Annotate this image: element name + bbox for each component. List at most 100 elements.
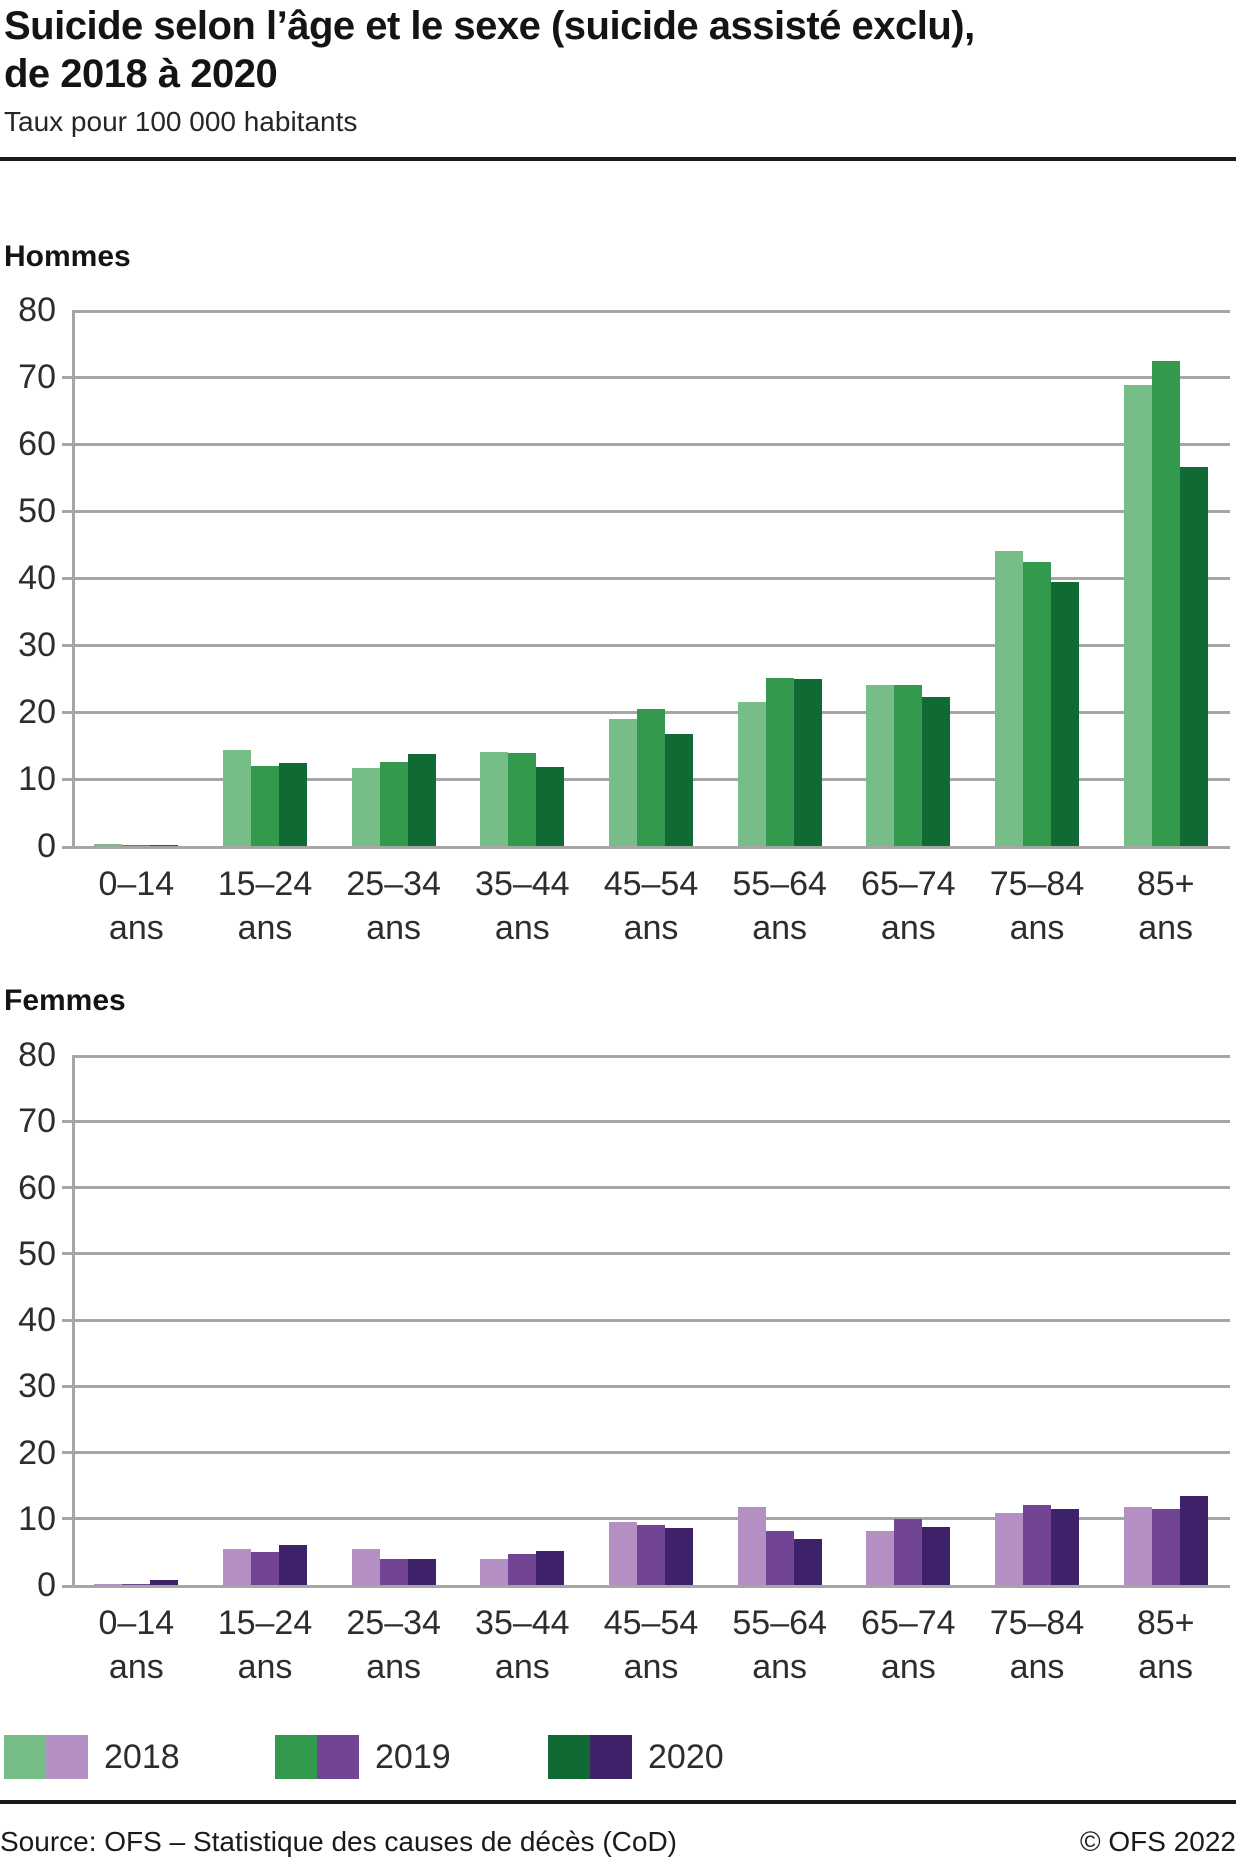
bar-2019-15–24 bbox=[251, 765, 279, 846]
y-axis-label-60: 60 bbox=[18, 1168, 56, 1207]
bar-2020-25–34 bbox=[407, 753, 436, 846]
top-divider bbox=[0, 157, 1236, 161]
bar-2018-15–24 bbox=[223, 1548, 251, 1585]
gridline-60 bbox=[62, 1186, 1230, 1189]
footer-source: Source: OFS – Statistique des causes de … bbox=[0, 1826, 677, 1857]
category-label-65–74: 65–74 ans bbox=[861, 865, 956, 947]
gridline-40 bbox=[62, 1318, 1230, 1322]
category-label-65–74: 65–74 ans bbox=[861, 1604, 956, 1686]
bar-2019-55–64 bbox=[765, 677, 794, 846]
page-title: Suicide selon l’âge et le sexe (suicide … bbox=[4, 2, 1204, 98]
bar-2020-35–44 bbox=[536, 766, 565, 846]
bar-2018-45–54 bbox=[609, 1522, 637, 1585]
bar-2019-55–64 bbox=[765, 1531, 794, 1585]
bar-2020-45–54 bbox=[665, 734, 693, 846]
bar-2018-65–74 bbox=[866, 1530, 895, 1585]
category-label-75–84: 75–84 ans bbox=[989, 1604, 1085, 1686]
y-axis-label-0: 0 bbox=[37, 1566, 56, 1604]
category-label-0–14: 0–14 ans bbox=[98, 1604, 175, 1686]
bar-2019-25–34 bbox=[379, 1558, 408, 1585]
bar-2020-35–44 bbox=[536, 1551, 565, 1585]
category-label-45–54: 45–54 ans bbox=[603, 865, 699, 947]
legend-swatch-green-2018 bbox=[4, 1735, 46, 1779]
bar-2018-35–44 bbox=[480, 1559, 509, 1585]
bar-2020-65–74 bbox=[922, 696, 951, 846]
gridline-20 bbox=[62, 1451, 1230, 1454]
bar-2018-25–34 bbox=[351, 1549, 380, 1585]
y-axis-label-50: 50 bbox=[18, 492, 56, 530]
footer-copyright: © OFS 2022 bbox=[1079, 1826, 1236, 1857]
gridline-10 bbox=[62, 1517, 1230, 1521]
legend-swatch-purple-2018 bbox=[46, 1735, 88, 1779]
bar-2019-65–74 bbox=[894, 685, 923, 846]
category-label-25–34: 25–34 ans bbox=[346, 1604, 441, 1686]
page-subtitle: Taux pour 100 000 habitants bbox=[4, 106, 358, 137]
bar-2020-15–24 bbox=[279, 1544, 307, 1585]
legend-item-2020: 2020 bbox=[548, 1735, 724, 1779]
bar-2020-25–34 bbox=[407, 1558, 436, 1585]
legend-item-2018: 2018 bbox=[4, 1735, 180, 1779]
y-axis-label-30: 30 bbox=[18, 1367, 56, 1406]
category-label-15–24: 15–24 ans bbox=[217, 865, 313, 947]
bar-2020-85+ bbox=[1179, 466, 1208, 846]
category-label-0–14: 0–14 ans bbox=[98, 865, 175, 947]
gridline-0 bbox=[62, 846, 1230, 849]
legend-swatch-2019 bbox=[275, 1735, 359, 1779]
footer-divider bbox=[0, 1800, 1236, 1804]
category-label-25–34: 25–34 ans bbox=[346, 865, 441, 947]
category-label-75–84: 75–84 ans bbox=[989, 865, 1085, 947]
bar-2018-75–84 bbox=[995, 1512, 1023, 1585]
y-axis-label-70: 70 bbox=[18, 358, 56, 396]
hommes-plot: 0 10 20 30 40 50 60 70 80 0–14 ans 15–24 ans 25–34 ans… bbox=[18, 292, 1230, 947]
legend: 2018 2019 2020 bbox=[0, 1735, 1236, 1779]
legend-swatch-2018 bbox=[4, 1735, 88, 1779]
y-axis-label-40: 40 bbox=[18, 559, 56, 597]
gridline-80 bbox=[72, 1055, 1230, 1058]
category-label-45–54: 45–54 ans bbox=[603, 1604, 699, 1686]
bar-2019-65–74 bbox=[894, 1518, 923, 1585]
bar-2019-45–54 bbox=[637, 708, 665, 846]
bar-2020-55–64 bbox=[793, 1538, 822, 1585]
gridline-70 bbox=[62, 1119, 1230, 1123]
category-label-35–44: 35–44 ans bbox=[475, 865, 570, 947]
bar-2019-75–84 bbox=[1023, 561, 1051, 846]
gridline-0 bbox=[62, 1585, 1230, 1588]
bar-2020-45–54 bbox=[665, 1528, 693, 1585]
bar-2020-85+ bbox=[1179, 1496, 1208, 1585]
bar-2020-0–14 bbox=[150, 1579, 179, 1585]
bar-2018-0–14 bbox=[94, 843, 123, 846]
legend-label-2018: 2018 bbox=[104, 1737, 180, 1776]
category-label-55–64: 55–64 ans bbox=[732, 1604, 827, 1686]
bar-2018-35–44 bbox=[480, 751, 509, 846]
chart-title-femmes: Femmes bbox=[4, 984, 126, 1017]
y-axis-label-40: 40 bbox=[18, 1301, 56, 1339]
bar-2018-25–34 bbox=[351, 767, 380, 846]
legend-label-2019: 2019 bbox=[375, 1737, 451, 1776]
bar-2018-65–74 bbox=[866, 685, 895, 846]
bar-2019-0–14 bbox=[122, 1583, 151, 1585]
bar-2019-25–34 bbox=[379, 762, 408, 846]
bar-2020-65–74 bbox=[922, 1527, 951, 1585]
category-label-85+: 85+ ans bbox=[1136, 865, 1195, 947]
category-label-85+: 85+ ans bbox=[1136, 1604, 1195, 1686]
y-axis-label-80: 80 bbox=[18, 291, 56, 329]
gridline-50 bbox=[62, 1252, 1230, 1256]
y-axis-line bbox=[72, 1055, 75, 1585]
bar-2018-45–54 bbox=[609, 718, 637, 846]
category-label-55–64: 55–64 ans bbox=[732, 865, 827, 947]
gridline-50 bbox=[62, 509, 1230, 513]
y-axis-label-10: 10 bbox=[18, 1499, 56, 1538]
y-axis-label-60: 60 bbox=[18, 425, 56, 463]
bar-2019-45–54 bbox=[637, 1524, 665, 1585]
gridline-70 bbox=[62, 375, 1230, 379]
bar-2018-0–14 bbox=[94, 1584, 123, 1585]
legend-label-2020: 2020 bbox=[648, 1737, 724, 1776]
bar-2020-0–14 bbox=[150, 845, 179, 846]
gridline-40 bbox=[62, 576, 1230, 580]
bar-2019-35–44 bbox=[508, 752, 537, 846]
bar-2019-35–44 bbox=[508, 1553, 537, 1585]
bar-2018-75–84 bbox=[995, 551, 1023, 846]
gridline-30 bbox=[62, 643, 1230, 647]
chart-title-hommes: Hommes bbox=[4, 240, 131, 273]
y-axis-label-80: 80 bbox=[18, 1036, 56, 1074]
